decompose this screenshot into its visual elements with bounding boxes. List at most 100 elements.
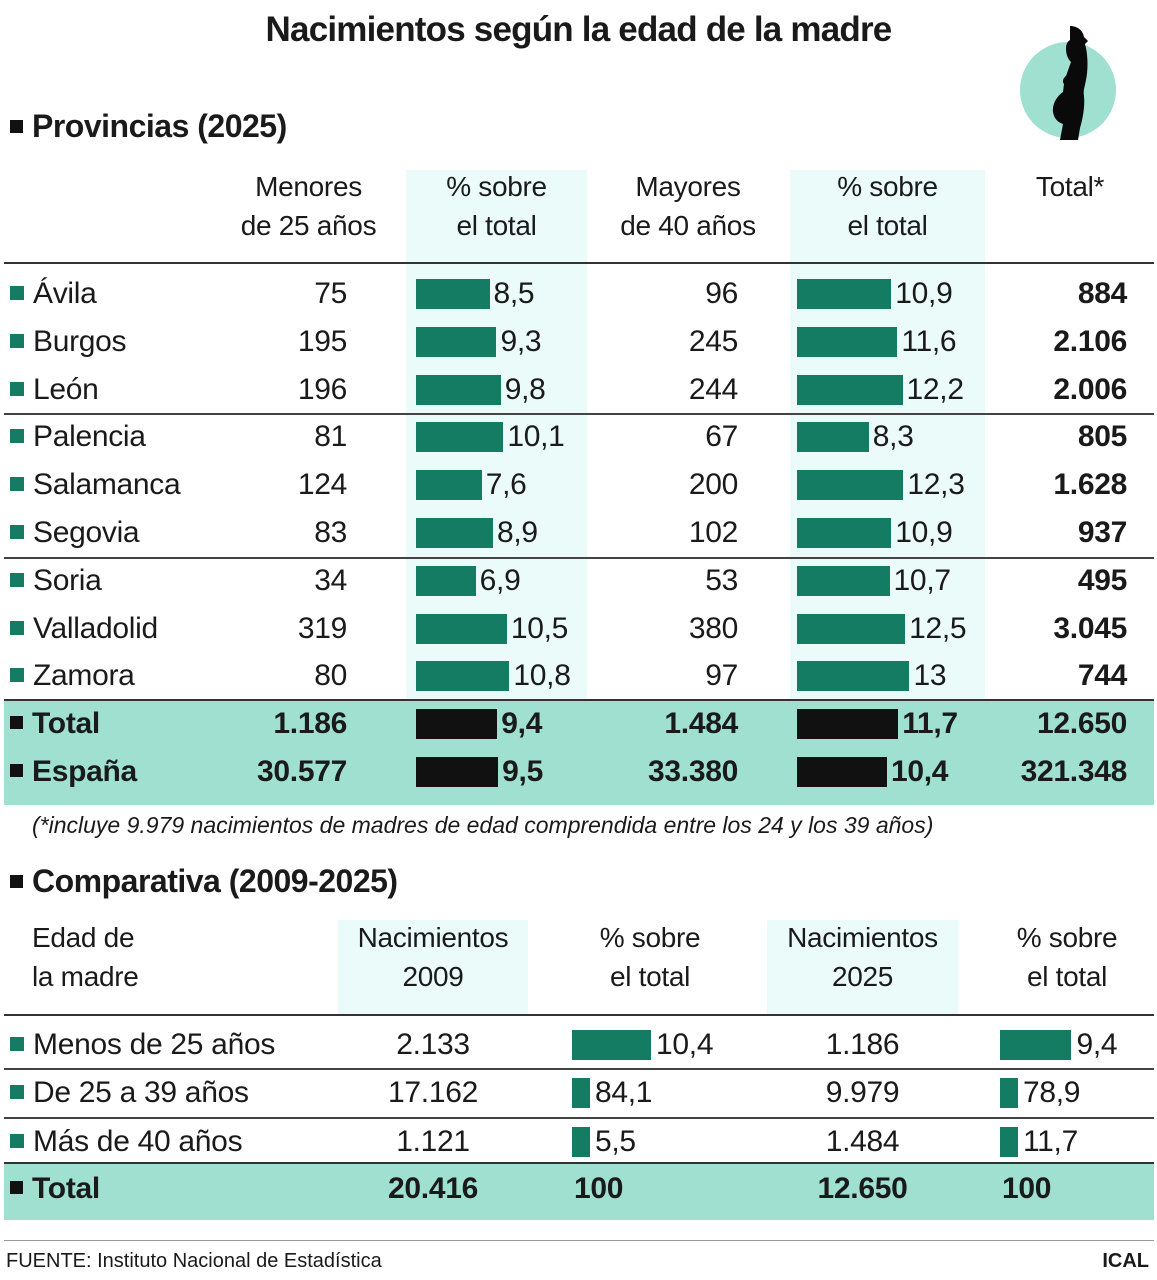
row-label: Salamanca xyxy=(10,467,181,503)
credit: ICAL xyxy=(1102,1250,1149,1272)
bar-pct-under-25 xyxy=(416,709,498,739)
pct-under-25-label: 8,5 xyxy=(493,277,535,310)
births-2025: 1.186 xyxy=(825,1028,900,1061)
value-under-25: 195 xyxy=(297,324,347,358)
column-header: % sobre el total xyxy=(406,167,587,245)
value-over-40: 380 xyxy=(688,611,738,645)
column-header-line: % sobre xyxy=(446,171,547,202)
column-header-line: % sobre xyxy=(599,922,701,953)
column-shade xyxy=(767,920,958,1015)
pct-under-25-label: 9,3 xyxy=(500,324,542,358)
bullet-square-icon xyxy=(10,620,24,635)
column-header-line: el total xyxy=(609,961,691,992)
bar-pct-2025 xyxy=(1000,1030,1072,1060)
pct-2025-total: 100 xyxy=(1002,1172,1052,1205)
column-header: Total* xyxy=(1000,167,1140,206)
bar-pct-over-40 xyxy=(797,279,892,309)
bullet-square-icon xyxy=(10,333,24,348)
value-under-25: 81 xyxy=(314,420,347,454)
column-header-line: Nacimientos xyxy=(357,922,509,953)
value-under-25: 124 xyxy=(297,468,347,502)
value-total: 937 xyxy=(1077,516,1127,549)
pct-under-25-label: 7,6 xyxy=(485,468,527,502)
section-title-text: Provincias (2025) xyxy=(32,108,287,144)
pct-under-25-label: 10,1 xyxy=(507,420,565,454)
row-label: Palencia xyxy=(10,419,146,455)
bar-pct-2025 xyxy=(1000,1078,1018,1109)
row-label: León xyxy=(10,372,99,408)
row-name: León xyxy=(33,372,99,406)
pct-2025-label: 78,9 xyxy=(1023,1076,1081,1110)
row-label: Burgos xyxy=(10,324,127,360)
bar-pct-under-25 xyxy=(416,470,482,501)
bullet-square-icon xyxy=(10,764,23,777)
value-over-40: 102 xyxy=(688,516,738,549)
column-header-line: % sobre xyxy=(1016,922,1118,953)
divider xyxy=(4,699,1154,701)
totals-highlight xyxy=(4,1163,1154,1220)
value-under-25: 75 xyxy=(314,277,347,310)
bullet-square-icon xyxy=(10,381,24,396)
row-name: Total xyxy=(32,1172,100,1205)
births-2009-total: 20.416 xyxy=(388,1172,478,1205)
divider xyxy=(4,1117,1154,1119)
bar-pct-over-40 xyxy=(797,613,906,644)
bullet-square-icon xyxy=(10,668,24,683)
column-header-line: el total xyxy=(456,210,537,241)
value-total: 12.650 xyxy=(1037,707,1127,740)
bullet-square-icon xyxy=(10,572,24,587)
column-header-line: Total* xyxy=(1035,171,1105,202)
bullet-square-icon xyxy=(10,716,23,729)
value-under-25: 319 xyxy=(297,611,347,645)
column-header-line: 2025 xyxy=(831,961,894,992)
bar-pct-over-40 xyxy=(797,422,869,453)
pct-under-25-label: 8,9 xyxy=(496,516,538,549)
value-total: 2.106 xyxy=(1053,324,1127,358)
page-title: Nacimientos según la edad de la madre xyxy=(265,10,893,49)
row-label: Segovia xyxy=(10,515,140,551)
row-name: Total xyxy=(32,707,100,740)
pct-over-40-label: 8,3 xyxy=(872,420,914,454)
value-over-40: 97 xyxy=(705,659,738,693)
row-label: Zamora xyxy=(10,658,135,694)
column-header-line: la madre xyxy=(32,961,139,992)
value-under-25: 83 xyxy=(314,516,347,549)
pregnant-woman-silhouette-icon xyxy=(1020,26,1116,140)
row-name: Zamora xyxy=(33,659,135,693)
divider xyxy=(4,1014,1154,1016)
bullet-square-icon xyxy=(10,286,24,300)
row-name: Salamanca xyxy=(33,468,181,502)
pct-2009-label: 84,1 xyxy=(595,1076,653,1110)
column-header: % sobre el total xyxy=(555,918,745,996)
row-name: Soria xyxy=(33,563,102,597)
bar-pct-2009 xyxy=(572,1126,590,1157)
divider xyxy=(4,1240,1154,1241)
row-name: De 25 a 39 años xyxy=(33,1076,249,1110)
value-over-40: 244 xyxy=(688,372,738,406)
bar-pct-over-40 xyxy=(797,757,887,787)
pct-under-25-label: 9,4 xyxy=(501,707,543,740)
bar-pct-over-40 xyxy=(797,326,898,357)
bullet-square-icon xyxy=(10,1085,24,1100)
row-label: Valladolid xyxy=(10,611,158,647)
column-header-line: Edad de xyxy=(32,922,135,953)
source: FUENTE: Instituto Nacional de Estadístic… xyxy=(6,1250,382,1272)
pct-over-40-label: 10,4 xyxy=(890,755,949,788)
section-title-comparativa: Comparativa (2009-2025) xyxy=(10,863,398,900)
births-2025: 9.979 xyxy=(825,1076,900,1110)
bar-pct-under-25 xyxy=(416,422,504,453)
column-header: Mayores de 40 años xyxy=(598,167,778,245)
pct-under-25-label: 10,5 xyxy=(510,611,569,645)
divider xyxy=(4,1068,1154,1070)
column-header: Edad de la madre xyxy=(32,918,232,996)
bar-pct-over-40 xyxy=(797,565,890,596)
bullet-square-icon xyxy=(10,875,23,888)
column-header-line: Mayores xyxy=(635,171,741,202)
row-label: Menos de 25 años xyxy=(10,1027,275,1063)
row-label: Total xyxy=(10,1171,100,1207)
births-2009: 1.121 xyxy=(396,1124,470,1158)
value-over-40: 53 xyxy=(705,563,738,597)
bullet-square-icon xyxy=(10,477,24,492)
value-over-40: 33.380 xyxy=(648,755,738,788)
value-total: 495 xyxy=(1077,563,1127,597)
